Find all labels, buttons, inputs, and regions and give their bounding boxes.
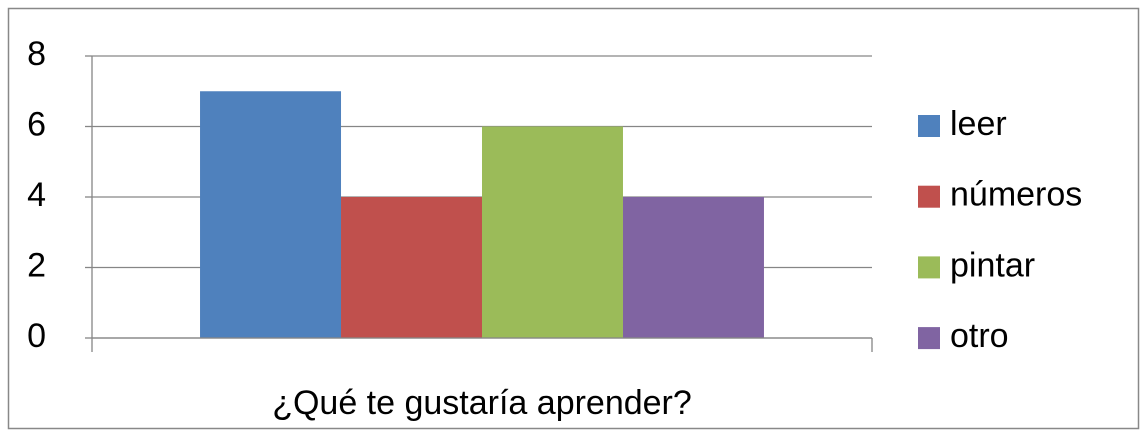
y-tick-label: 4 — [27, 176, 46, 214]
legend-label: números — [950, 176, 1082, 214]
legend-label: leer — [950, 105, 1007, 143]
legend-swatch — [918, 115, 940, 137]
bar — [341, 197, 482, 338]
bar — [200, 91, 342, 338]
legend-swatch — [918, 327, 940, 350]
y-tick-label: 8 — [27, 35, 46, 73]
y-tick-label: 6 — [27, 105, 46, 143]
legend-swatch — [918, 256, 940, 279]
bar — [622, 197, 764, 338]
legend-label: pintar — [950, 246, 1035, 284]
bar — [482, 126, 623, 338]
x-tick-label: ¿Qué te gustaría aprender? — [272, 384, 692, 422]
legend-label: otro — [950, 317, 1009, 355]
y-tick-label: 0 — [27, 317, 46, 355]
legend-swatch — [918, 185, 940, 208]
y-tick-label: 2 — [27, 246, 46, 284]
